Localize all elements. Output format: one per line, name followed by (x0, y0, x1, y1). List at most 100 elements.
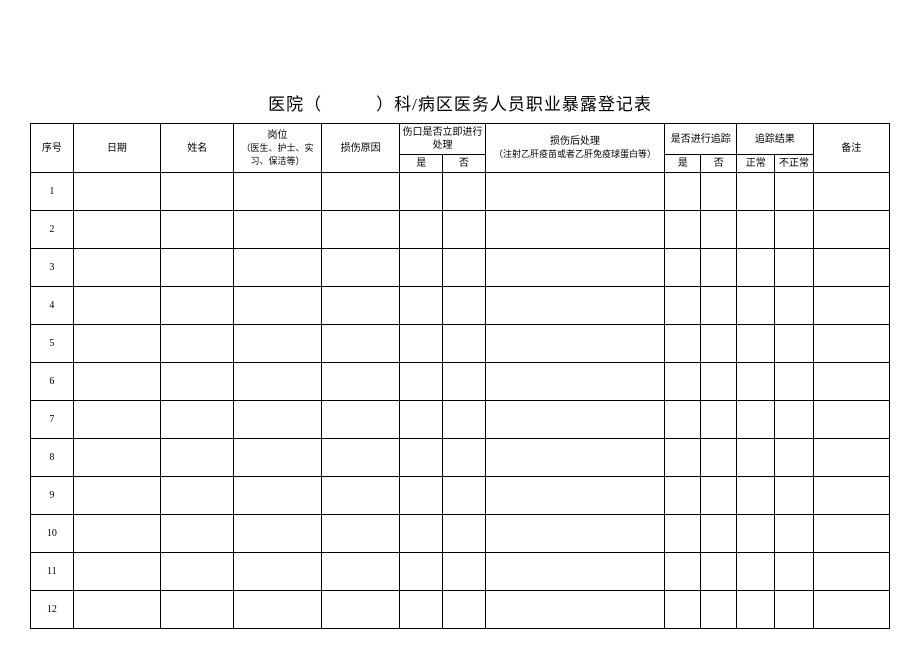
cell-empty (485, 173, 665, 211)
cell-empty (665, 401, 701, 439)
cell-empty (775, 287, 813, 325)
cell-empty (234, 591, 322, 629)
cell-empty (400, 325, 443, 363)
cell-empty (443, 325, 486, 363)
cell-empty (321, 477, 400, 515)
cell-seq: 9 (31, 477, 74, 515)
cell-empty (234, 401, 322, 439)
header-immediate-yes: 是 (400, 155, 443, 173)
cell-empty (701, 325, 737, 363)
cell-empty (737, 173, 775, 211)
cell-empty (321, 249, 400, 287)
cell-empty (813, 249, 889, 287)
cell-empty (701, 173, 737, 211)
table-row: 12 (31, 591, 890, 629)
cell-empty (701, 515, 737, 553)
cell-empty (161, 249, 234, 287)
table-row: 9 (31, 477, 890, 515)
cell-empty (400, 173, 443, 211)
cell-empty (485, 401, 665, 439)
cell-empty (485, 515, 665, 553)
cell-empty (813, 553, 889, 591)
cell-empty (701, 553, 737, 591)
cell-empty (443, 173, 486, 211)
cell-empty (485, 553, 665, 591)
cell-empty (485, 477, 665, 515)
cell-empty (443, 553, 486, 591)
header-position: 岗位 （医生、护士、实习、保洁等） (234, 124, 322, 173)
cell-empty (73, 591, 161, 629)
cell-empty (701, 591, 737, 629)
cell-empty (813, 401, 889, 439)
table-row: 2 (31, 211, 890, 249)
page-title: 医院（ ）科/病区医务人员职业暴露登记表 (30, 90, 890, 115)
cell-empty (321, 401, 400, 439)
cell-empty (443, 591, 486, 629)
cell-empty (665, 363, 701, 401)
cell-empty (73, 363, 161, 401)
header-date: 日期 (73, 124, 161, 173)
header-seq: 序号 (31, 124, 74, 173)
cell-empty (665, 249, 701, 287)
cell-empty (775, 211, 813, 249)
registration-table: 序号 日期 姓名 岗位 （医生、护士、实习、保洁等） 损伤原因 伤口是否立即进行… (30, 123, 890, 629)
cell-empty (665, 439, 701, 477)
cell-empty (321, 591, 400, 629)
cell-empty (321, 363, 400, 401)
cell-empty (775, 401, 813, 439)
header-result-abnormal: 不正常 (775, 155, 813, 173)
cell-empty (775, 173, 813, 211)
cell-seq: 11 (31, 553, 74, 591)
cell-empty (737, 287, 775, 325)
cell-empty (321, 553, 400, 591)
cell-empty (813, 363, 889, 401)
cell-empty (234, 477, 322, 515)
cell-empty (485, 439, 665, 477)
cell-seq: 3 (31, 249, 74, 287)
header-post-treatment-main: 损伤后处理 (550, 136, 600, 147)
cell-empty (775, 249, 813, 287)
cell-seq: 7 (31, 401, 74, 439)
header-name: 姓名 (161, 124, 234, 173)
cell-empty (443, 287, 486, 325)
cell-empty (400, 401, 443, 439)
cell-empty (665, 591, 701, 629)
cell-empty (234, 439, 322, 477)
header-followup: 是否进行追踪 (665, 124, 737, 155)
cell-empty (737, 439, 775, 477)
header-position-main: 岗位 (268, 130, 288, 141)
cell-empty (737, 477, 775, 515)
cell-empty (400, 515, 443, 553)
cell-empty (775, 515, 813, 553)
cell-seq: 2 (31, 211, 74, 249)
cell-empty (737, 515, 775, 553)
cell-empty (321, 287, 400, 325)
table-row: 11 (31, 553, 890, 591)
cell-empty (485, 287, 665, 325)
cell-empty (73, 553, 161, 591)
cell-empty (321, 325, 400, 363)
cell-empty (701, 249, 737, 287)
cell-empty (234, 325, 322, 363)
cell-empty (234, 287, 322, 325)
cell-empty (665, 211, 701, 249)
cell-empty (161, 477, 234, 515)
cell-empty (443, 211, 486, 249)
cell-empty (161, 439, 234, 477)
cell-empty (665, 553, 701, 591)
cell-empty (234, 211, 322, 249)
cell-empty (234, 553, 322, 591)
cell-empty (737, 325, 775, 363)
header-result-normal: 正常 (737, 155, 775, 173)
cell-empty (443, 249, 486, 287)
cell-empty (234, 515, 322, 553)
cell-empty (665, 173, 701, 211)
cell-empty (737, 591, 775, 629)
cell-empty (485, 591, 665, 629)
cell-empty (400, 211, 443, 249)
cell-empty (161, 363, 234, 401)
cell-empty (400, 477, 443, 515)
cell-empty (701, 477, 737, 515)
cell-empty (701, 363, 737, 401)
cell-empty (443, 477, 486, 515)
